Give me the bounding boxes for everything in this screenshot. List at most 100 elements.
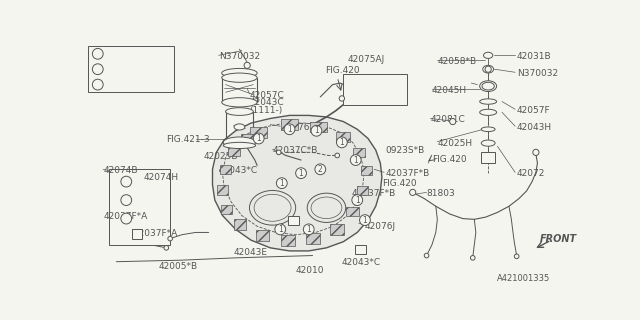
Text: 1: 1 xyxy=(287,125,292,134)
Circle shape xyxy=(244,62,250,68)
Circle shape xyxy=(335,153,340,158)
Circle shape xyxy=(168,236,172,241)
Text: N370032: N370032 xyxy=(219,52,260,61)
Text: FIG.421-3: FIG.421-3 xyxy=(166,135,210,144)
Text: 1: 1 xyxy=(278,225,283,234)
Text: A: A xyxy=(291,216,296,225)
Circle shape xyxy=(339,96,344,101)
Bar xyxy=(357,186,368,196)
Text: 3: 3 xyxy=(124,214,129,223)
Circle shape xyxy=(92,48,103,59)
Bar xyxy=(355,245,365,254)
Bar xyxy=(481,152,495,163)
Ellipse shape xyxy=(225,108,253,116)
Text: 42076Z: 42076Z xyxy=(282,123,316,132)
Bar xyxy=(353,148,365,157)
Text: 42031B: 42031B xyxy=(516,52,551,61)
Bar xyxy=(228,147,240,156)
Bar xyxy=(250,127,267,138)
Text: 1: 1 xyxy=(307,225,311,234)
Circle shape xyxy=(303,224,314,235)
Circle shape xyxy=(296,168,307,179)
Ellipse shape xyxy=(225,139,253,146)
Ellipse shape xyxy=(481,127,495,132)
Text: 42057C: 42057C xyxy=(250,91,284,100)
Text: FIG.420: FIG.420 xyxy=(432,156,467,164)
Text: A421001335: A421001335 xyxy=(497,274,550,283)
Circle shape xyxy=(533,149,539,156)
Circle shape xyxy=(450,118,456,124)
Bar xyxy=(234,219,246,230)
Bar xyxy=(346,207,359,216)
Circle shape xyxy=(276,150,281,155)
Bar xyxy=(88,46,174,92)
Text: 0923S*B: 0923S*B xyxy=(355,85,395,94)
Circle shape xyxy=(515,254,519,259)
Circle shape xyxy=(315,164,326,175)
Text: 3: 3 xyxy=(124,196,129,204)
Text: A: A xyxy=(485,153,491,162)
Circle shape xyxy=(485,66,492,72)
Text: 0923S*B: 0923S*B xyxy=(385,146,424,155)
Text: 42043*C: 42043*C xyxy=(342,258,381,267)
Circle shape xyxy=(337,137,348,148)
Ellipse shape xyxy=(480,81,497,92)
Circle shape xyxy=(121,195,132,205)
Bar xyxy=(306,233,319,244)
Ellipse shape xyxy=(481,140,495,146)
Bar xyxy=(337,132,350,142)
Bar xyxy=(220,165,231,174)
Text: 42057F: 42057F xyxy=(516,106,550,115)
Bar xyxy=(217,186,228,195)
Bar xyxy=(361,166,372,175)
Bar xyxy=(281,235,295,245)
Text: 42037F*A: 42037F*A xyxy=(134,229,178,238)
Bar xyxy=(241,134,253,143)
Text: 42037C*B: 42037C*B xyxy=(273,146,318,155)
Text: 1: 1 xyxy=(257,134,261,143)
Text: 1: 1 xyxy=(280,179,284,188)
Bar xyxy=(288,215,299,225)
Text: 42043H: 42043H xyxy=(516,123,552,132)
Text: B: B xyxy=(134,229,140,238)
Circle shape xyxy=(253,133,264,144)
Bar xyxy=(132,229,143,239)
Text: 42075AJ: 42075AJ xyxy=(348,55,385,64)
Text: 0923S*B: 0923S*B xyxy=(368,84,407,93)
Text: 42025B: 42025B xyxy=(204,152,238,161)
Ellipse shape xyxy=(482,82,494,90)
Ellipse shape xyxy=(221,73,257,82)
Text: 42072: 42072 xyxy=(516,169,545,178)
Text: FIG.420: FIG.420 xyxy=(382,179,417,188)
Ellipse shape xyxy=(480,99,497,104)
Text: 42005*A: 42005*A xyxy=(111,80,150,89)
Text: FRONT: FRONT xyxy=(540,234,577,244)
Ellipse shape xyxy=(480,109,497,116)
Circle shape xyxy=(121,176,132,187)
Text: 42043E: 42043E xyxy=(234,248,268,257)
Text: FIG.420: FIG.420 xyxy=(325,66,360,75)
Bar xyxy=(109,169,170,245)
Text: 42081C: 42081C xyxy=(431,116,465,124)
Text: N370032: N370032 xyxy=(516,69,558,78)
Text: 42010: 42010 xyxy=(296,266,324,275)
Circle shape xyxy=(352,195,363,205)
Ellipse shape xyxy=(223,142,255,148)
Bar xyxy=(281,119,298,130)
Ellipse shape xyxy=(483,65,493,73)
Text: 42074B: 42074B xyxy=(103,166,138,175)
PathPatch shape xyxy=(212,116,382,251)
Text: 42037F*B: 42037F*B xyxy=(386,169,430,178)
Circle shape xyxy=(164,245,168,250)
Text: 42074H: 42074H xyxy=(143,173,179,182)
Text: 42043*A: 42043*A xyxy=(111,65,150,74)
Circle shape xyxy=(360,215,371,226)
Bar xyxy=(221,205,232,214)
Bar xyxy=(310,122,327,132)
Text: 42076J: 42076J xyxy=(365,222,396,231)
Text: 42045H: 42045H xyxy=(432,86,467,95)
Text: 2: 2 xyxy=(95,65,100,74)
Text: 42043*B: 42043*B xyxy=(111,49,150,58)
Ellipse shape xyxy=(223,137,255,148)
Circle shape xyxy=(92,64,103,75)
